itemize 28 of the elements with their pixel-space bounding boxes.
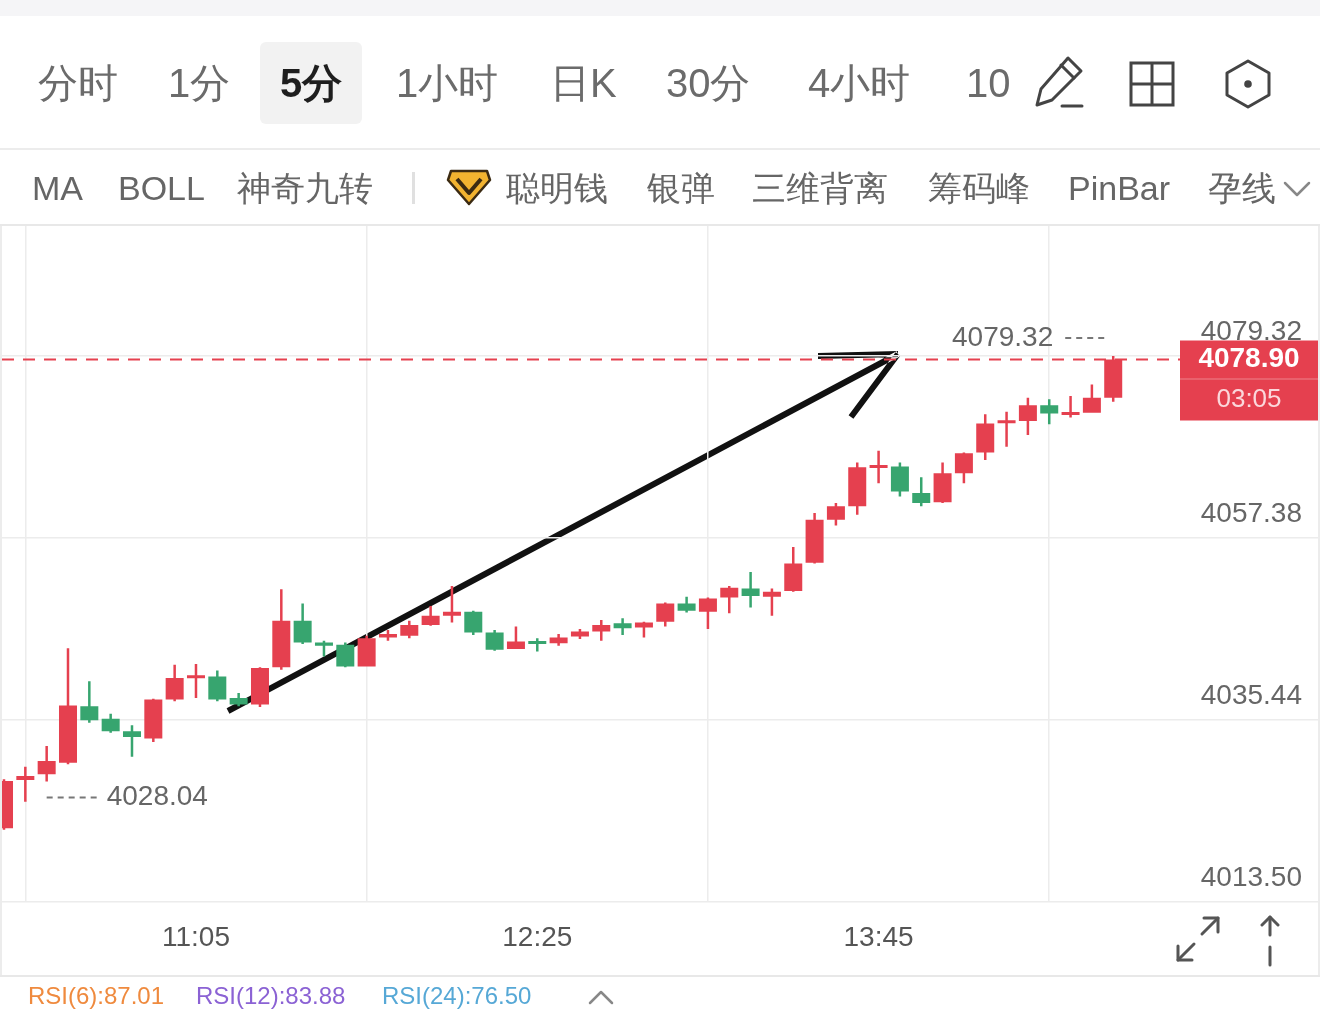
text: 日K bbox=[550, 60, 617, 107]
text: PinBar bbox=[1068, 168, 1171, 209]
text: MA bbox=[32, 168, 83, 209]
y-tick-label: 4013.50 bbox=[1200, 860, 1302, 892]
x-tick-label: 13:45 bbox=[843, 920, 914, 952]
text: RSI(12):83.88 bbox=[196, 982, 346, 1010]
y-tick-label: 4057.38 bbox=[1200, 496, 1302, 528]
text: 30分 bbox=[666, 60, 751, 107]
text: 聪明钱 bbox=[506, 168, 608, 209]
text: 筹码峰 bbox=[928, 168, 1030, 209]
text: 孕线 bbox=[1208, 168, 1276, 209]
x-tick-label: 12:25 bbox=[502, 920, 573, 952]
text: 分时 bbox=[38, 60, 118, 107]
text: RSI(6):87.01 bbox=[28, 982, 165, 1010]
text: BOLL bbox=[118, 168, 205, 209]
text: 4小时 bbox=[808, 60, 911, 107]
annotation: 4028.04 bbox=[106, 780, 208, 812]
text: RSI(24):76.50 bbox=[382, 982, 532, 1010]
text: 三维背离 bbox=[752, 168, 888, 209]
text: 神奇九转 bbox=[237, 168, 373, 209]
annotation: 4079.32 bbox=[952, 320, 1054, 352]
text: 1分 bbox=[168, 60, 231, 107]
text: 银弹 bbox=[647, 168, 715, 209]
text: 10 bbox=[966, 60, 1011, 107]
text: 1小时 bbox=[396, 60, 499, 107]
x-tick-label: 11:05 bbox=[161, 920, 230, 952]
text: 5分 bbox=[280, 60, 343, 107]
y-tick-label: 4035.44 bbox=[1200, 678, 1302, 710]
